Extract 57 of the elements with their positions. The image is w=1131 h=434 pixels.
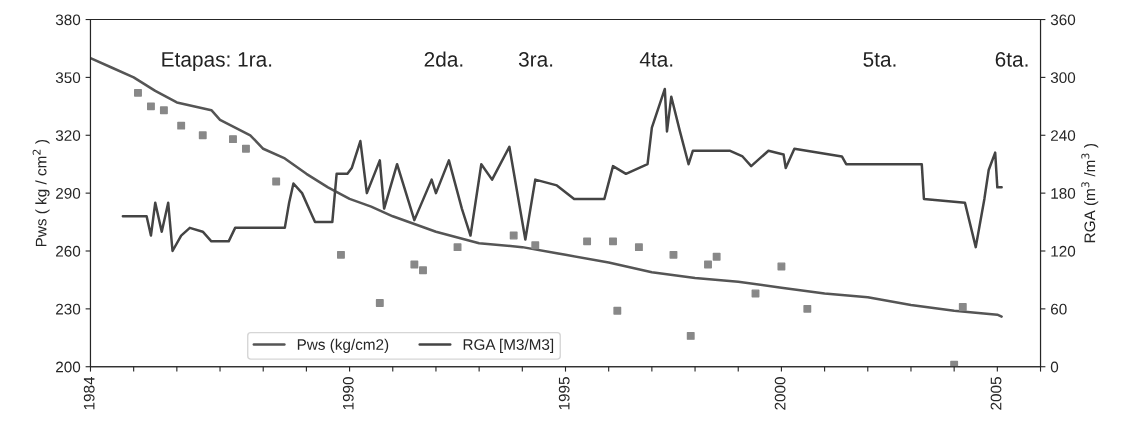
y-tick-label: 230 <box>56 303 81 315</box>
x-tick-label: 2000 <box>774 377 786 410</box>
point <box>134 88 142 97</box>
point <box>803 304 812 313</box>
y-tick-label: 350 <box>55 72 81 84</box>
y-tick-label: 290 <box>56 188 81 199</box>
point <box>583 237 592 246</box>
y2-tick-label: 300 <box>1050 72 1076 84</box>
point <box>777 262 786 271</box>
point <box>198 131 207 140</box>
y2-tick-label: 360 <box>1050 14 1076 26</box>
annotation: 6ta. <box>995 52 1028 67</box>
annotation: 2da. <box>424 51 463 67</box>
point <box>146 102 155 111</box>
y-tick-label: 380 <box>55 14 81 26</box>
point <box>751 289 760 298</box>
annotation: 3ra. <box>518 52 553 67</box>
legend-label: RGA [M3/M3] <box>463 338 554 353</box>
point <box>958 302 967 311</box>
x-tick-label: 1990 <box>342 377 354 410</box>
annotation: 4ta. <box>639 52 673 67</box>
point <box>712 252 721 261</box>
point <box>229 135 237 144</box>
y2-tick-label: 240 <box>1051 130 1076 141</box>
point <box>375 299 384 308</box>
point <box>410 260 419 269</box>
point <box>531 241 540 250</box>
y-tick-label: 260 <box>56 245 81 257</box>
y2-tick-label: 0 <box>1050 361 1059 373</box>
x-tick-label: 1995 <box>558 377 570 410</box>
point <box>159 106 168 115</box>
point <box>272 177 281 186</box>
y-tick-label: 200 <box>56 361 81 373</box>
point <box>336 250 345 259</box>
point <box>613 306 622 315</box>
y2-tick-label: 180 <box>1051 188 1076 199</box>
y2-axis-title: RGA (m$^{3}$ /m$^{3}$ ) <box>1081 143 1099 243</box>
legend-label: Pws (kg/cm2) <box>297 338 389 353</box>
y-axis-title: Pws ( kg / cm$^{2}$ ) <box>32 139 50 247</box>
point <box>509 231 518 240</box>
annotation: Etapas: 1ra. <box>162 52 272 71</box>
point <box>241 144 250 153</box>
x-tick-label: 2005 <box>990 377 1002 410</box>
point <box>609 237 617 246</box>
point <box>634 243 643 252</box>
point <box>419 266 427 275</box>
annotation: 5ta. <box>863 52 896 67</box>
point <box>669 250 678 259</box>
y2-tick-label: 120 <box>1051 245 1076 257</box>
y-tick-label: 320 <box>55 130 81 141</box>
point <box>453 243 462 252</box>
point <box>686 331 695 340</box>
point <box>704 260 712 269</box>
line-series <box>121 87 1003 253</box>
y2-tick-label: 60 <box>1051 303 1067 315</box>
point <box>177 121 186 130</box>
x-tick-label: 1984 <box>83 376 95 410</box>
